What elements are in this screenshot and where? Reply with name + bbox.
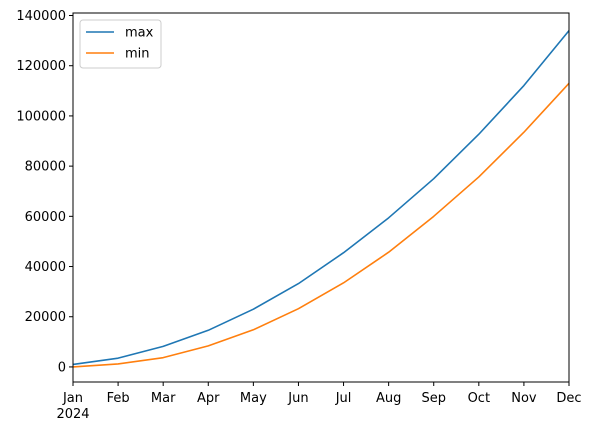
y-axis-ticks: 0 20000 40000 60000 80000 100000 120000 140000: [16, 9, 73, 375]
legend-label-min: min: [125, 47, 150, 62]
y-tick-label: 40000: [25, 260, 66, 275]
y-tick-label: 20000: [25, 310, 66, 325]
y-tick-label: 80000: [25, 160, 66, 175]
x-tick-label: Dec: [556, 391, 581, 406]
x-axis-year-label: 2024: [56, 407, 89, 422]
x-tick-label: Jul: [335, 391, 352, 406]
series-lines: [72, 30, 570, 368]
plot-frame: [72, 12, 570, 383]
x-tick-label: Feb: [107, 391, 130, 406]
y-tick-label: 120000: [16, 59, 66, 74]
series-line-max: [72, 30, 570, 366]
y-tick-label: 100000: [16, 109, 66, 124]
x-tick-label: Aug: [376, 391, 401, 406]
x-tick-label: Nov: [511, 391, 537, 406]
x-tick-label: Jun: [287, 391, 308, 406]
axes: [72, 12, 570, 383]
legend: max min: [79, 19, 162, 69]
x-tick-label: Apr: [197, 391, 220, 406]
x-tick-label: Sep: [421, 391, 446, 406]
x-tick-label: Jan: [62, 391, 83, 406]
series-line-min: [72, 82, 570, 368]
legend-label-max: max: [125, 26, 154, 41]
x-tick-label: May: [240, 391, 267, 406]
y-tick-label: 140000: [16, 9, 66, 24]
x-tick-label: Mar: [151, 391, 176, 406]
y-tick-label: 60000: [25, 210, 66, 225]
x-tick-label: Oct: [468, 391, 490, 406]
y-tick-label: 0: [58, 360, 66, 375]
x-axis-ticks: Jan Feb Mar Apr May Jun Jul Aug Sep Oct Nov Dec: [62, 382, 582, 406]
